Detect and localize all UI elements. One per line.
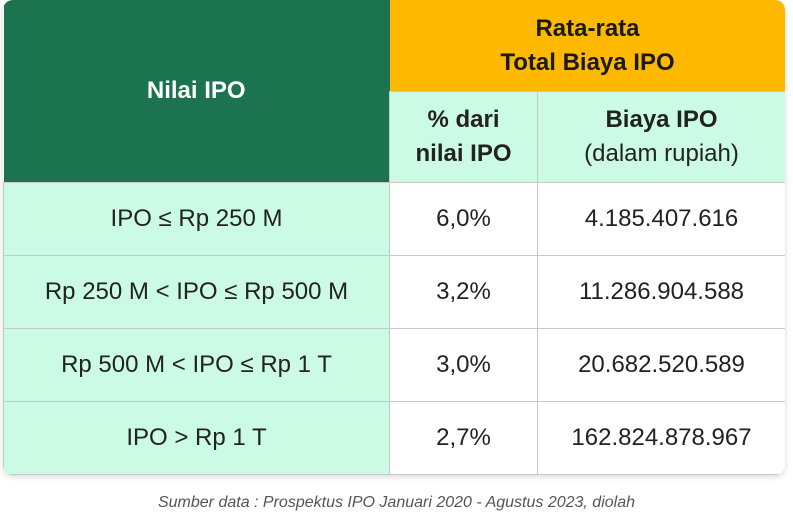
table-cell: 6,0% [389,182,538,256]
table-cell: IPO > Rp 1 T [3,401,390,475]
header-line: Rata-rata [535,14,640,42]
table-row: Rp 250 M < IPO ≤ Rp 500 M 3,2% 11.286.904.… [3,255,785,329]
header-line: % dari [427,106,500,133]
table-row: IPO > Rp 1 T 2,7% 162.824.878.967 [3,401,785,475]
header-line: nilai IPO [415,140,512,167]
table-card: Nilai IPO Rata-rata Total Biaya IPO % dar… [3,0,785,475]
table-cell: 20.682.520.589 [537,328,785,402]
table-cell: Rp 250 M < IPO ≤ Rp 500 M [3,255,390,329]
table-cell: 11.286.904.588 [537,255,785,329]
table-cell: Rp 500 M < IPO ≤ Rp 1 T [3,328,390,402]
table-cell: 4.185.407.616 [537,182,785,256]
table-cell: 3,2% [389,255,538,329]
header-group: Rata-rata Total Biaya IPO [389,0,785,92]
table-cell: 162.824.878.967 [537,401,785,475]
table-row: Rp 500 M < IPO ≤ Rp 1 T 3,0% 20.682.520.58… [3,328,785,402]
header-line: Biaya IPO [605,106,718,133]
header-line: (dalam rupiah) [584,140,739,167]
header-cell: % dari nilai IPO [389,91,538,183]
table-cell: 3,0% [389,328,538,402]
header-cell: Biaya IPO (dalam rupiah) [537,91,785,183]
header-line: Total Biaya IPO [500,48,675,76]
table-cell: 2,7% [389,401,538,475]
table: Nilai IPO Rata-rata Total Biaya IPO % dar… [3,0,785,475]
table-cell: IPO ≤ Rp 250 M [3,182,390,256]
caption: Sumber data : Prospektus IPO Januari 202… [157,494,636,511]
table-row: IPO ≤ Rp 250 M 6,0% 4.185.407.616 [3,182,785,256]
table-body: IPO ≤ Rp 250 M 6,0% 4.185.407.616 Rp 250 M … [3,182,785,475]
header-cell: Nilai IPO [3,0,390,183]
